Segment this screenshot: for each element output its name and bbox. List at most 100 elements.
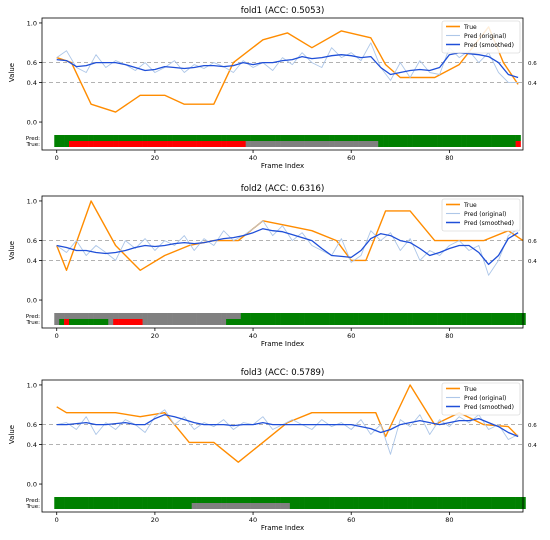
strip-cell <box>392 319 399 325</box>
y-tick-label: 1.0 <box>27 19 37 27</box>
chart-title: fold2 (ACC: 0.6316) <box>241 184 325 194</box>
strip-cell <box>127 135 134 141</box>
legend-entry: True <box>463 202 477 209</box>
strip-cell <box>343 319 350 325</box>
strip-cell <box>206 135 212 141</box>
strip-cell <box>397 497 404 503</box>
legend-box <box>441 20 521 54</box>
strip-cell <box>201 135 207 141</box>
x-tick-label: 20 <box>151 516 159 524</box>
strip-cell <box>162 497 168 503</box>
strip-cell <box>93 319 99 325</box>
strip-cell <box>132 135 139 141</box>
strip-cell <box>309 503 315 509</box>
strip-cell <box>481 497 487 503</box>
strip-cell <box>299 319 305 325</box>
strip-cell <box>432 135 438 141</box>
y-tick-label: 0.0 <box>27 481 37 489</box>
strip-cell <box>500 135 507 141</box>
strip-cell <box>235 313 242 319</box>
strip-cell <box>319 135 325 141</box>
strip-cell <box>211 319 217 325</box>
strip-cell <box>162 319 168 325</box>
strip-cell <box>422 503 428 509</box>
strip-cell <box>113 503 119 509</box>
strip-cell <box>122 497 129 503</box>
strip-cell <box>240 313 246 319</box>
strip-cell <box>417 313 423 319</box>
strip-cell <box>466 497 472 503</box>
strip-cell <box>515 497 521 503</box>
strip-cell <box>108 141 114 147</box>
strip-cell <box>176 503 183 509</box>
strip-cell <box>294 497 300 503</box>
strip-cell <box>510 141 516 147</box>
strip-cell <box>142 135 148 141</box>
strip-cell <box>373 503 379 509</box>
strip-cell <box>304 319 310 325</box>
strip-cell <box>275 503 281 509</box>
strip-cell <box>368 319 374 325</box>
strip-cell <box>152 135 158 141</box>
strip-cell <box>437 313 443 319</box>
strip-cell <box>245 135 251 141</box>
strip-cell <box>260 497 266 503</box>
strip-cell <box>412 135 418 141</box>
strip-cell <box>338 141 345 147</box>
legend-entry: True <box>463 24 477 31</box>
strip-cell <box>88 497 94 503</box>
strip-cell <box>432 313 438 319</box>
strip-cell <box>176 497 183 503</box>
strip-cell <box>432 319 438 325</box>
strip-cell <box>226 135 232 141</box>
series-line-1 <box>56 384 519 463</box>
strip-label: True: <box>25 142 40 148</box>
strip-cell <box>172 135 178 141</box>
strip-cell <box>284 497 291 503</box>
strip-cell <box>88 135 94 141</box>
strip-cell <box>437 319 443 325</box>
strip-cell <box>324 319 330 325</box>
strip-cell <box>284 319 291 325</box>
strip-cell <box>54 135 60 141</box>
strip-cell <box>83 503 89 509</box>
strip-cell <box>221 497 227 503</box>
strip-cell <box>368 313 374 319</box>
strip-cell <box>284 313 291 319</box>
strip-cell <box>186 497 192 503</box>
strip-cell <box>167 135 173 141</box>
strip-cell <box>427 503 433 509</box>
strip-cell <box>348 319 354 325</box>
legend-entry: Pred (original) <box>464 395 506 402</box>
strip-cell <box>93 135 99 141</box>
x-axis-label: Frame Index <box>261 162 304 170</box>
strip-cell <box>299 503 305 509</box>
strip-cell <box>73 503 80 509</box>
strip-cell <box>437 497 443 503</box>
strip-cell <box>280 497 286 503</box>
strip-cell <box>196 319 202 325</box>
strip-cell <box>388 319 394 325</box>
strip-cell <box>230 319 237 325</box>
strip-cell <box>392 141 399 147</box>
strip-cell <box>373 141 379 147</box>
strip-cell <box>201 319 207 325</box>
strip-cell <box>500 141 507 147</box>
chart-title: fold3 (ACC: 0.5789) <box>241 368 325 378</box>
strip-label: True: <box>25 320 40 326</box>
strip-cell <box>329 313 335 319</box>
strip-cell <box>324 503 330 509</box>
strip-cell <box>309 141 315 147</box>
strip-cell <box>304 497 310 503</box>
strip-cell <box>417 135 423 141</box>
strip-cell <box>392 313 399 319</box>
strip-cell <box>98 503 104 509</box>
strip-cell <box>64 313 70 319</box>
strip-cell <box>103 135 109 141</box>
strip-cell <box>383 313 389 319</box>
strip-cell <box>206 503 212 509</box>
strip-cell <box>397 319 404 325</box>
strip-cell <box>118 313 124 319</box>
strip-cell <box>466 313 472 319</box>
strip-cell <box>363 135 369 141</box>
